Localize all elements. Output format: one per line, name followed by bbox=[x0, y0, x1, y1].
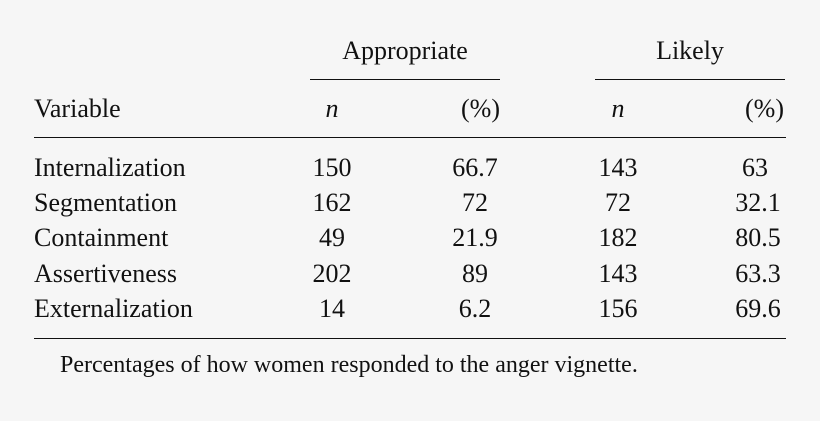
table-cell-appropriate-n: 49 bbox=[319, 223, 345, 252]
table-cell-variable: Internalization bbox=[34, 153, 186, 182]
column-header-variable: Variable bbox=[34, 94, 121, 123]
column-header-likely-pct: (%) bbox=[745, 94, 784, 123]
table-cell-likely-pct: 69.6 bbox=[735, 294, 781, 323]
table-cell-likely-n: 182 bbox=[598, 223, 638, 252]
table-cell-appropriate-n: 150 bbox=[312, 153, 352, 182]
table-cell-variable: Segmentation bbox=[34, 188, 177, 217]
table-cell-likely-pct: 80.5 bbox=[735, 223, 781, 252]
table-bottom-rule bbox=[34, 338, 786, 339]
table-cell-likely-pct: 63.3 bbox=[735, 259, 781, 288]
column-header-likely-n: n bbox=[611, 94, 625, 123]
table-cell-likely-n: 156 bbox=[598, 294, 638, 323]
table-cell-likely-n: 72 bbox=[605, 188, 631, 217]
table-cell-likely-pct: 63 bbox=[742, 153, 768, 182]
column-header-appropriate-pct: (%) bbox=[461, 94, 500, 123]
group-header-likely: Likely bbox=[656, 36, 724, 65]
table-cell-appropriate-n: 162 bbox=[312, 188, 352, 217]
group-header-appropriate: Appropriate bbox=[342, 36, 468, 65]
table-cell-likely-n: 143 bbox=[598, 259, 638, 288]
table-cell-appropriate-n: 14 bbox=[319, 294, 345, 323]
table-cell-appropriate-n: 202 bbox=[312, 259, 352, 288]
table-cell-variable: Assertiveness bbox=[34, 259, 177, 288]
table-cell-appropriate-pct: 66.7 bbox=[452, 153, 498, 182]
table-cell-likely-n: 143 bbox=[598, 153, 638, 182]
table-cell-variable: Containment bbox=[34, 223, 169, 252]
header-rule bbox=[34, 137, 786, 138]
group-rule-likely bbox=[595, 79, 785, 80]
column-header-appropriate-n: n bbox=[325, 94, 339, 123]
table-caption: Percentages of how women responded to th… bbox=[60, 352, 638, 378]
table-cell-appropriate-pct: 6.2 bbox=[458, 294, 492, 323]
table-cell-likely-pct: 32.1 bbox=[735, 188, 781, 217]
table-cell-appropriate-pct: 89 bbox=[462, 259, 488, 288]
table-cell-variable: Externalization bbox=[34, 294, 193, 323]
table-cell-appropriate-pct: 21.9 bbox=[452, 223, 498, 252]
table-cell-appropriate-pct: 72 bbox=[462, 188, 488, 217]
group-rule-appropriate bbox=[310, 79, 500, 80]
